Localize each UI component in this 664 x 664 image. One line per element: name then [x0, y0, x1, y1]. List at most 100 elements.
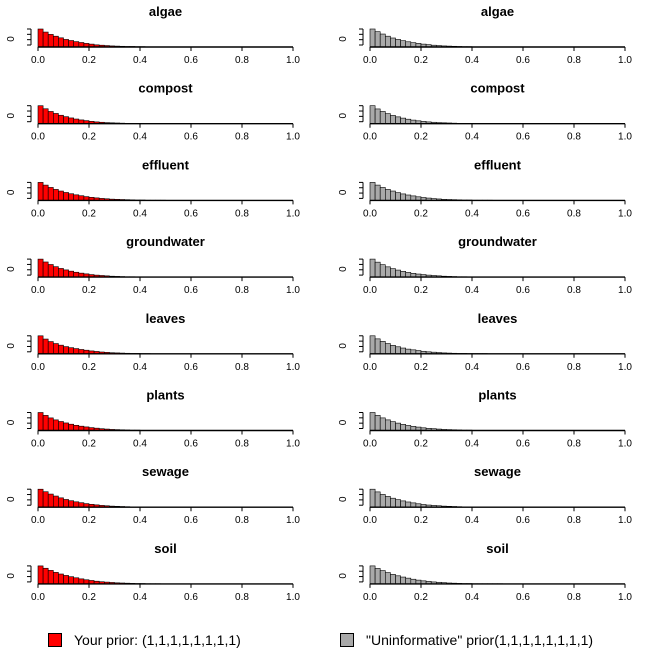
x-tick-label-sewage-left-4: 0.8	[235, 515, 249, 526]
x-tick-label-soil-left-0: 0.0	[31, 592, 45, 603]
x-tick-label-soil-left-5: 1.0	[286, 592, 300, 603]
y-tick-label-compost-right: 0	[338, 112, 349, 118]
bar-sewage-right-6	[400, 500, 407, 508]
bar-soil-right-5	[395, 575, 401, 585]
bar-plants-right-1	[374, 415, 381, 431]
bar-plants-left-2	[47, 417, 54, 431]
x-tick-label-sewage-left-3: 0.6	[184, 515, 198, 526]
x-tick-label-plants-left-0: 0.0	[31, 439, 45, 450]
x-tick-label-groundwater-left-3: 0.6	[184, 285, 198, 296]
y-tick-label-soil-right: 0	[338, 573, 349, 579]
x-tick-label-algae-right-2: 0.4	[465, 55, 479, 66]
bar-plants-left-4	[58, 421, 64, 431]
x-tick-label-leaves-right-4: 0.8	[567, 362, 581, 373]
bar-effluent-left-3	[52, 189, 59, 201]
x-tick-label-algae-left-1: 0.2	[82, 55, 96, 66]
bar-soil-right-0	[369, 565, 376, 585]
x-tick-label-soil-right-2: 0.4	[465, 592, 479, 603]
bar-sewage-left-1	[42, 491, 49, 508]
bar-leaves-right-1	[374, 338, 381, 355]
panel-title-algae-left: algae	[149, 4, 182, 19]
bar-algae-right-3	[384, 35, 391, 48]
bar-compost-left-5	[63, 116, 69, 125]
bar-algae-right-2	[379, 33, 386, 48]
panel-title-sewage-right: sewage	[474, 464, 521, 479]
bar-effluent-right-4	[390, 190, 396, 201]
bar-groundwater-left-1	[42, 261, 49, 278]
bar-soil-left-8	[78, 578, 85, 585]
panel-title-soil-right: soil	[486, 541, 508, 556]
bar-soil-right-8	[410, 578, 417, 585]
x-tick-label-groundwater-right-4: 0.8	[567, 285, 581, 296]
bar-sewage-right-1	[374, 491, 381, 508]
bar-groundwater-right-4	[390, 268, 396, 278]
panel-title-groundwater-left: groundwater	[126, 234, 205, 249]
bar-sewage-left-2	[47, 493, 54, 508]
x-tick-label-groundwater-left-0: 0.0	[31, 285, 45, 296]
bar-compost-right-0	[369, 105, 376, 124]
x-tick-label-plants-right-3: 0.6	[516, 439, 530, 450]
bar-algae-right-5	[395, 39, 401, 48]
bar-compost-left-4	[58, 114, 64, 124]
bar-sewage-right-3	[384, 496, 391, 508]
bar-groundwater-left-6	[68, 270, 74, 278]
x-tick-label-compost-right-1: 0.2	[414, 132, 428, 143]
y-tick-label-algae-left: 0	[6, 36, 17, 42]
bar-groundwater-right-7	[405, 272, 412, 278]
x-tick-label-compost-left-2: 0.4	[133, 132, 147, 143]
x-tick-label-compost-left-5: 1.0	[286, 132, 300, 143]
x-tick-label-leaves-right-2: 0.4	[465, 362, 479, 373]
x-tick-label-leaves-left-4: 0.8	[235, 362, 249, 373]
bar-soil-right-2	[379, 570, 386, 585]
y-tick-label-algae-right: 0	[338, 36, 349, 42]
bar-leaves-left-0	[37, 335, 44, 355]
x-tick-label-sewage-right-3: 0.6	[516, 515, 530, 526]
bar-compost-left-7	[73, 118, 80, 124]
legend-item-uninformative-prior: "Uninformative" prior(1,1,1,1,1,1,1,1)	[340, 629, 593, 651]
x-tick-label-plants-right-2: 0.4	[465, 439, 479, 450]
bar-algae-right-6	[400, 40, 407, 48]
bar-leaves-left-5	[63, 346, 69, 355]
bar-soil-left-1	[42, 567, 49, 585]
bar-compost-right-1	[374, 108, 381, 125]
x-tick-label-algae-right-4: 0.8	[567, 55, 581, 66]
x-tick-label-algae-right-1: 0.2	[414, 55, 428, 66]
bar-algae-left-0	[37, 28, 44, 48]
x-tick-label-plants-left-1: 0.2	[82, 439, 96, 450]
x-tick-label-groundwater-right-0: 0.0	[363, 285, 377, 296]
x-tick-label-compost-left-0: 0.0	[31, 132, 45, 143]
x-tick-label-leaves-right-0: 0.0	[363, 362, 377, 373]
bar-effluent-right-3	[384, 189, 391, 201]
bar-groundwater-left-5	[63, 269, 69, 278]
x-tick-label-soil-right-3: 0.6	[516, 592, 530, 603]
legend-item-your-prior: Your prior: (1,1,1,1,1,1,1,1)	[48, 629, 241, 651]
panel-title-compost-left: compost	[138, 81, 193, 96]
x-tick-label-groundwater-left-5: 1.0	[286, 285, 300, 296]
x-tick-label-leaves-right-3: 0.6	[516, 362, 530, 373]
legend-label-uninformative-prior: "Uninformative" prior(1,1,1,1,1,1,1,1)	[366, 632, 594, 648]
x-tick-label-leaves-right-1: 0.2	[414, 362, 428, 373]
legend-swatch-red	[48, 633, 62, 647]
bar-groundwater-right-2	[379, 264, 386, 278]
bar-algae-right-4	[390, 37, 396, 48]
panel-title-soil-left: soil	[154, 541, 176, 556]
bar-effluent-left-7	[73, 194, 80, 201]
x-tick-label-compost-right-0: 0.0	[363, 132, 377, 143]
bar-compost-right-6	[400, 117, 407, 125]
bar-leaves-left-3	[52, 343, 59, 355]
x-tick-label-plants-right-5: 1.0	[618, 439, 632, 450]
y-tick-label-leaves-right: 0	[338, 343, 349, 349]
bar-algae-left-3	[52, 35, 59, 48]
bar-sewage-left-4	[58, 497, 64, 508]
bar-groundwater-right-6	[400, 271, 407, 278]
x-tick-label-leaves-left-2: 0.4	[133, 362, 147, 373]
bar-compost-right-3	[384, 113, 391, 125]
x-tick-label-groundwater-right-1: 0.2	[414, 285, 428, 296]
bar-soil-left-2	[47, 570, 54, 585]
x-tick-label-algae-right-5: 1.0	[618, 55, 632, 66]
bar-plants-right-3	[384, 419, 391, 431]
bar-leaves-left-2	[47, 341, 54, 355]
x-tick-label-sewage-left-1: 0.2	[82, 515, 96, 526]
bar-algae-right-1	[374, 31, 381, 48]
